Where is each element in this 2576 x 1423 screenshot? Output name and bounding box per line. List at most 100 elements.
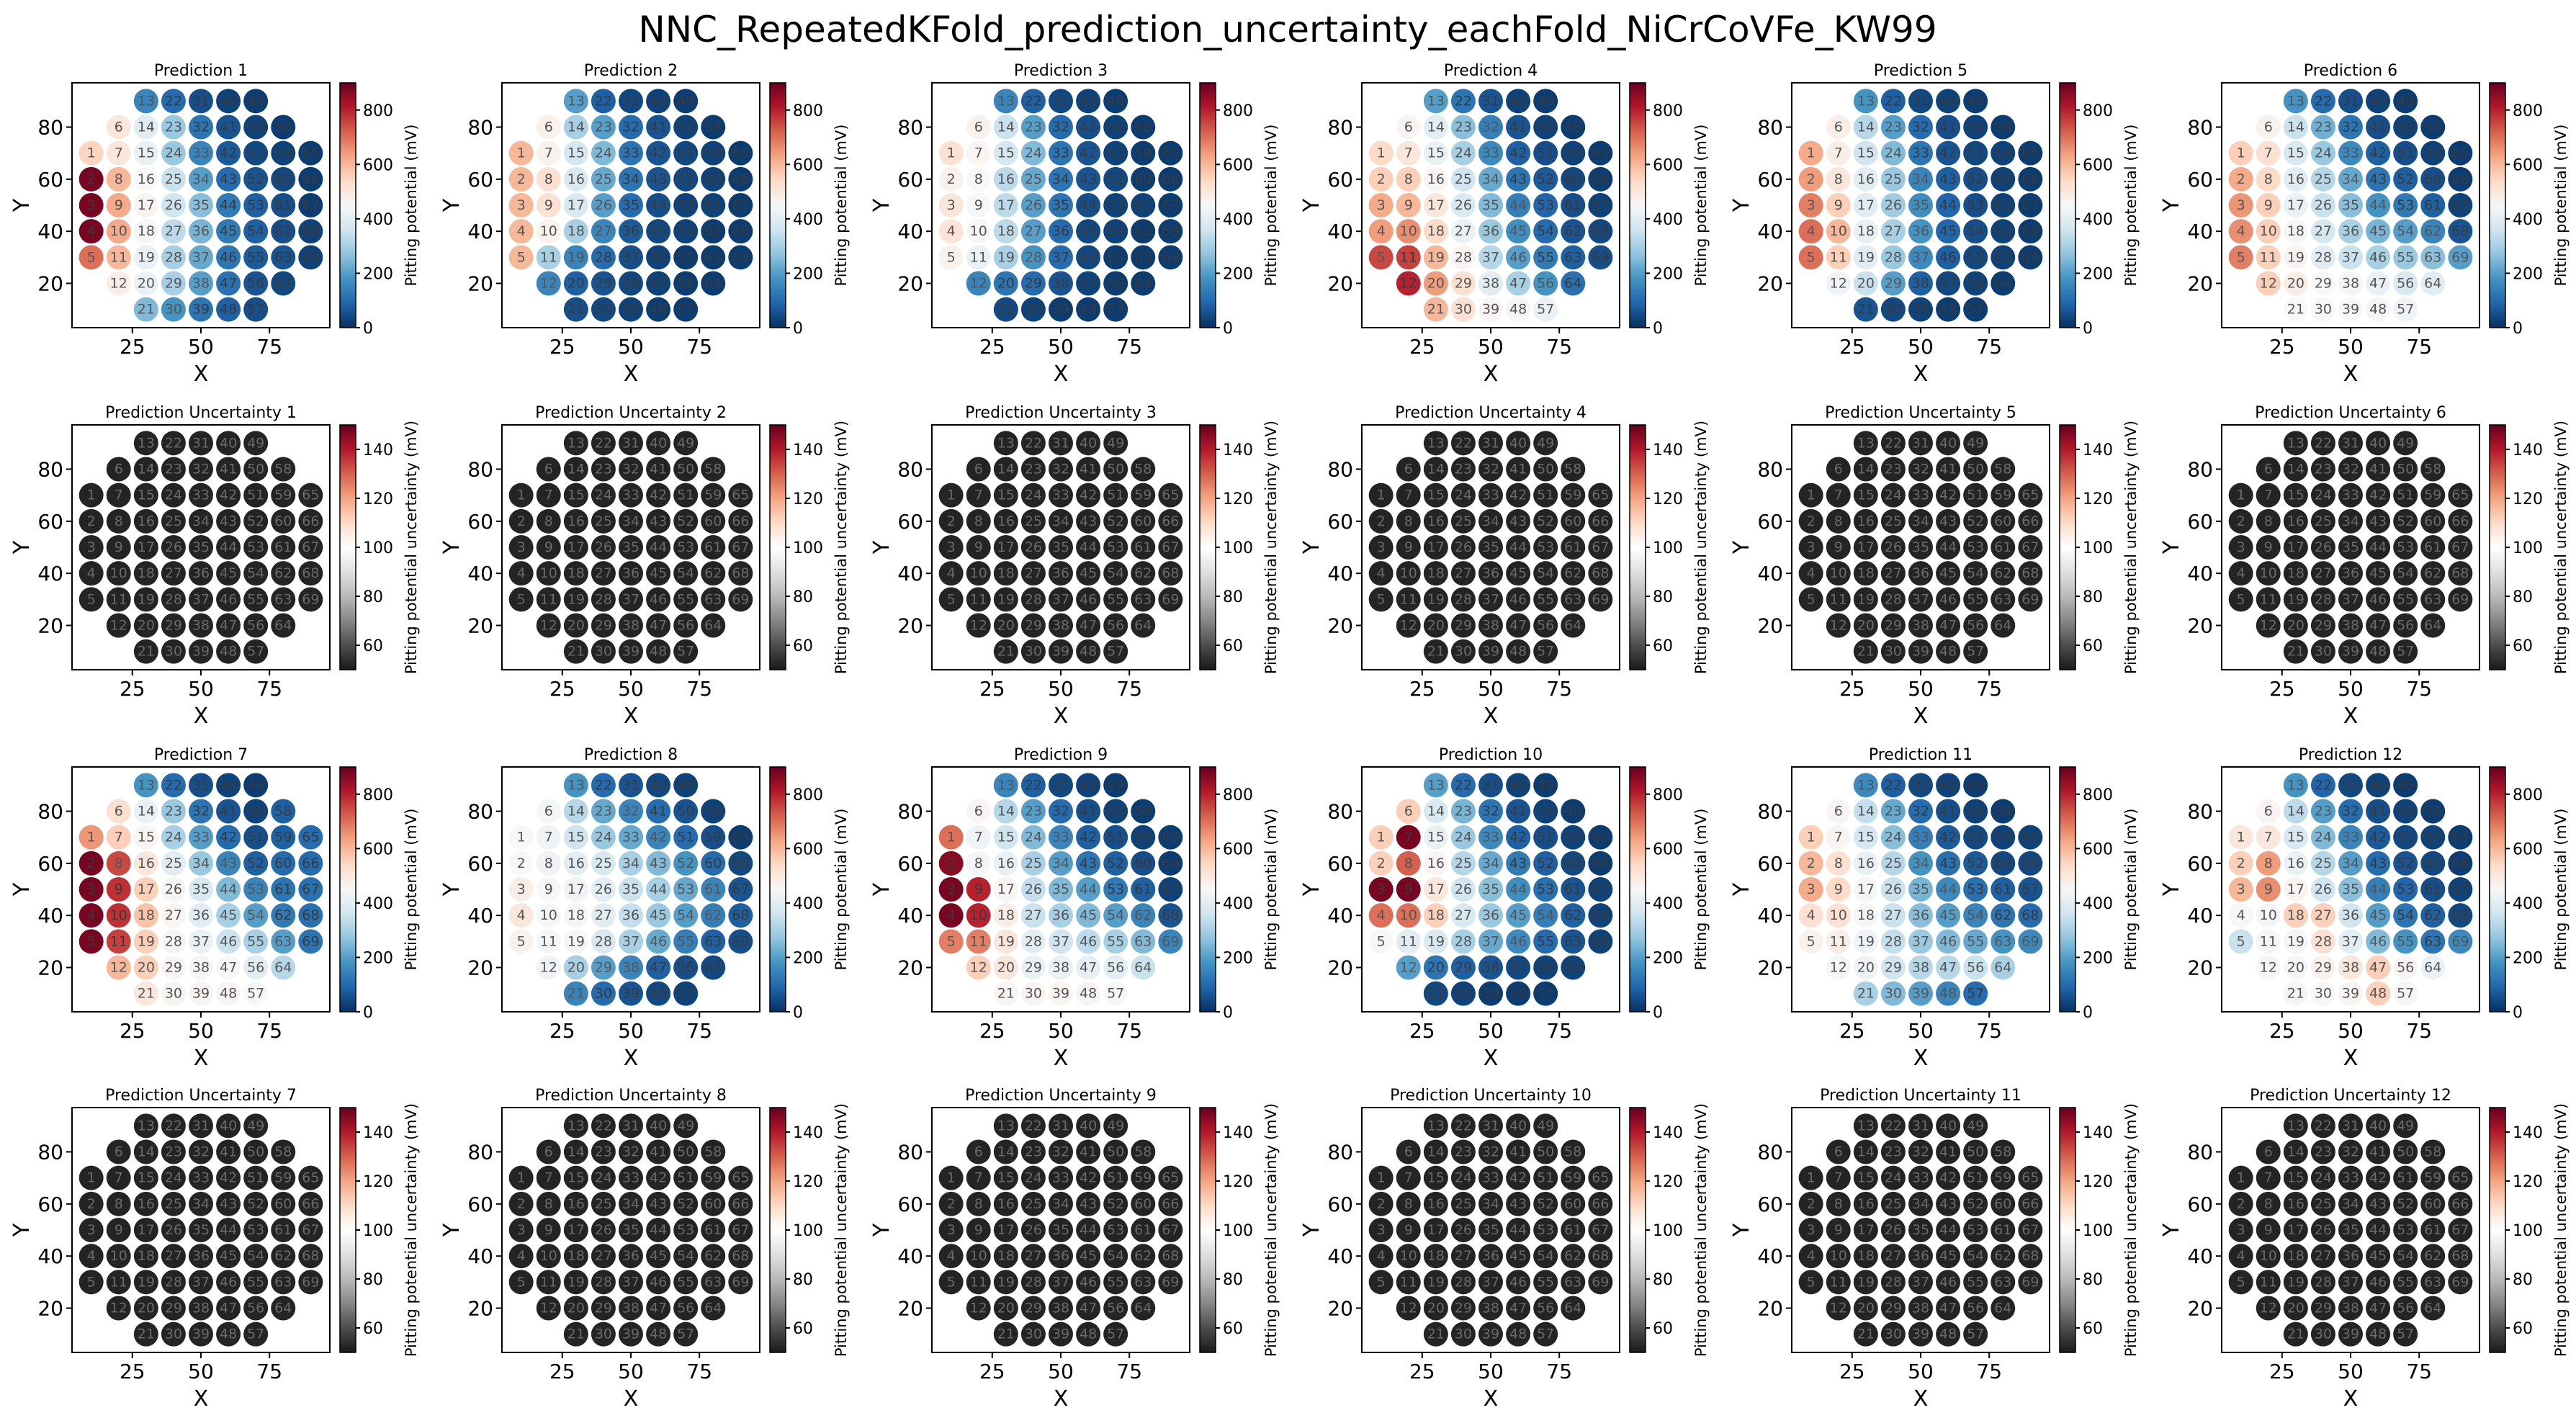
data-point — [1478, 219, 1503, 244]
data-point — [1936, 955, 1961, 980]
data-point — [271, 140, 296, 166]
data-point — [2310, 1296, 2335, 1321]
data-point — [2310, 825, 2335, 850]
point-label: 52 — [1107, 856, 1124, 871]
data-point — [106, 1218, 131, 1242]
data-point — [1478, 903, 1503, 928]
point-label: 7 — [1834, 830, 1843, 845]
point-label: 64 — [1994, 618, 2011, 634]
point-label: 54 — [2397, 223, 2414, 239]
data-point — [1506, 1113, 1531, 1139]
data-point — [189, 219, 213, 244]
point-label: 4 — [517, 223, 526, 239]
point-label: 37 — [1912, 933, 1929, 949]
point-label: 26 — [595, 197, 612, 213]
data-point — [563, 929, 588, 954]
point-label: 11 — [2260, 591, 2277, 607]
x-tick-label: 75 — [1976, 1360, 2002, 1383]
data-point — [106, 508, 131, 534]
point-label: 28 — [1885, 933, 1902, 949]
point-label: 49 — [1537, 777, 1554, 793]
data-point — [271, 271, 296, 296]
y-tick-label: 60 — [2187, 852, 2213, 876]
point-label: 29 — [595, 960, 612, 976]
point-label: 37 — [1052, 933, 1069, 949]
point-label: 16 — [138, 513, 155, 529]
data-point — [1131, 193, 1156, 217]
data-point — [1588, 903, 1613, 928]
point-label: 66 — [1592, 856, 1609, 871]
data-point — [563, 457, 588, 482]
point-label: 57 — [247, 302, 264, 318]
colorbar-tick-label: 0 — [2513, 1004, 2523, 1022]
point-label: 46 — [220, 591, 237, 607]
point-label: 30 — [165, 1327, 182, 1342]
data-point — [1423, 877, 1448, 902]
data-point — [1506, 457, 1531, 482]
point-label: 61 — [274, 1222, 292, 1238]
point-label: 2 — [947, 856, 956, 871]
point-label: 11 — [970, 249, 987, 265]
point-label: 5 — [517, 1274, 526, 1290]
data-point — [1588, 245, 1613, 270]
point-label: 59 — [2424, 1170, 2441, 1186]
point-label: 56 — [677, 276, 694, 292]
data-point — [993, 297, 1018, 322]
point-label: 28 — [1885, 591, 1902, 607]
data-point — [701, 535, 726, 560]
point-label: 58 — [1564, 119, 1581, 135]
point-label: 24 — [1455, 488, 1472, 503]
panel-grid: Prediction 11234567891011121314151617181… — [9, 62, 2570, 1411]
point-label: 57 — [1107, 1327, 1124, 1342]
data-point — [298, 508, 323, 534]
point-label: 45 — [1939, 907, 1957, 923]
data-point — [2338, 431, 2363, 456]
y-tick-label: 60 — [1757, 168, 1783, 192]
point-label: 63 — [704, 249, 722, 265]
y-tick-label: 20 — [2187, 614, 2213, 638]
point-label: 3 — [87, 197, 96, 213]
data-point — [1826, 457, 1851, 482]
point-label: 18 — [567, 1248, 585, 1264]
data-point — [1103, 981, 1128, 1006]
data-point — [243, 193, 269, 217]
data-point — [1533, 929, 1558, 954]
data-point — [161, 193, 186, 217]
y-axis-label: Y — [1299, 1223, 1324, 1237]
data-point — [1880, 1244, 1906, 1269]
data-point — [1506, 1296, 1531, 1321]
data-point — [1588, 1244, 1613, 1269]
point-label: 1 — [947, 830, 956, 845]
point-label: 32 — [1912, 461, 1929, 477]
data-point — [78, 166, 104, 192]
point-label: 37 — [1482, 249, 1499, 265]
point-label: 53 — [1967, 539, 1984, 555]
point-label: 65 — [2451, 830, 2469, 845]
point-label: 17 — [138, 539, 155, 555]
point-label: 3 — [947, 1222, 956, 1238]
point-label: 47 — [2369, 960, 2387, 976]
point-label: 68 — [1592, 1248, 1609, 1264]
data-point — [1396, 929, 1421, 954]
point-label: 14 — [567, 1144, 585, 1159]
point-label: 9 — [974, 1222, 983, 1238]
data-point — [1588, 166, 1613, 192]
point-label: 17 — [2287, 539, 2305, 555]
data-point — [1450, 799, 1476, 824]
data-point — [508, 929, 534, 954]
data-point — [2310, 271, 2335, 296]
data-point — [271, 955, 296, 980]
point-label: 69 — [2451, 933, 2469, 949]
point-label: 37 — [192, 249, 210, 265]
data-point — [728, 587, 753, 612]
data-point — [1478, 1270, 1503, 1295]
data-point — [1103, 1244, 1128, 1269]
y-tick-label: 20 — [1327, 614, 1353, 638]
data-point — [2420, 1218, 2446, 1242]
point-label: 55 — [1107, 249, 1124, 265]
data-point — [243, 1165, 269, 1190]
colorbar-tick-label: 400 — [1653, 211, 1683, 229]
x-tick-label: 25 — [979, 335, 1005, 359]
point-label: 54 — [2397, 1248, 2414, 1264]
data-point — [189, 1244, 213, 1269]
